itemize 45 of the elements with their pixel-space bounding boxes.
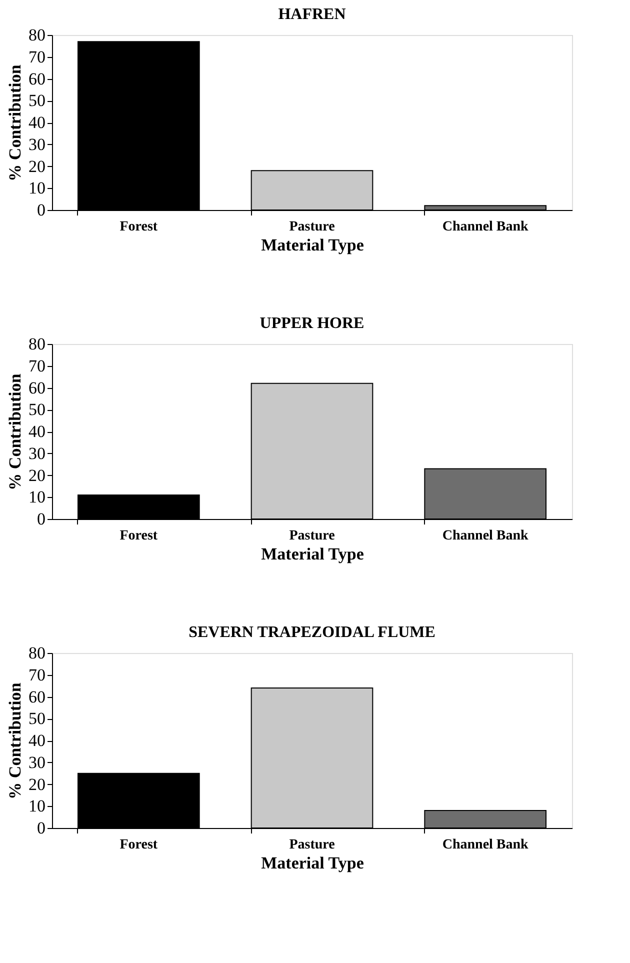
y-tick-label: 30 [28, 444, 46, 463]
x-axis-title: Material Type [261, 544, 364, 564]
y-tick-label: 20 [28, 156, 46, 176]
y-tick-label: 0 [37, 510, 46, 528]
y-tick-label: 40 [28, 422, 46, 441]
chart-title: HAFREN [278, 6, 346, 23]
y-tick-label: 50 [28, 91, 46, 110]
x-axis-title: Material Type [261, 236, 364, 254]
y-tick-label: 60 [28, 378, 46, 398]
chart-title: UPPER HORE [260, 315, 364, 332]
y-tick-label: 20 [28, 774, 46, 794]
x-tick-label: Pasture [289, 838, 335, 852]
y-axis-title: % Contribution [6, 64, 24, 182]
x-tick-label: Pasture [289, 220, 335, 234]
y-tick-label: 50 [28, 400, 46, 420]
x-tick-label: Channel Bank [442, 220, 529, 234]
y-tick-label: 80 [28, 334, 46, 354]
y-tick-label: 60 [28, 69, 46, 88]
y-tick-label: 30 [28, 752, 46, 772]
x-tick-label: Forest [120, 220, 158, 234]
x-tick-label: Channel Bank [442, 838, 529, 852]
x-tick-label: Pasture [289, 528, 335, 544]
y-tick-label: 40 [28, 731, 46, 750]
y-tick-label: 0 [37, 818, 46, 838]
y-tick-label: 70 [28, 356, 46, 376]
y-tick-label: 10 [28, 796, 46, 816]
y-tick-label: 0 [37, 200, 46, 220]
y-axis-title: % Contribution [6, 682, 24, 800]
y-axis-title: % Contribution [6, 373, 24, 490]
chart-title: SEVERN TRAPEZOIDAL FLUME [188, 624, 436, 641]
y-tick-label: 10 [28, 178, 46, 198]
x-tick-label: Channel Bank [442, 528, 529, 544]
y-tick-label: 40 [28, 113, 46, 132]
y-tick-label: 60 [28, 687, 46, 706]
y-tick-label: 70 [28, 47, 46, 66]
x-tick-label: Forest [120, 528, 158, 544]
y-tick-label: 70 [28, 665, 46, 684]
y-tick-label: 30 [28, 134, 46, 154]
x-axis-title: Material Type [261, 854, 364, 872]
x-tick-label: Forest [120, 838, 158, 852]
y-tick-label: 10 [28, 488, 46, 507]
y-tick-label: 50 [28, 709, 46, 728]
y-tick-label: 80 [28, 26, 46, 44]
y-tick-label: 20 [28, 466, 46, 485]
y-tick-label: 80 [28, 644, 46, 662]
